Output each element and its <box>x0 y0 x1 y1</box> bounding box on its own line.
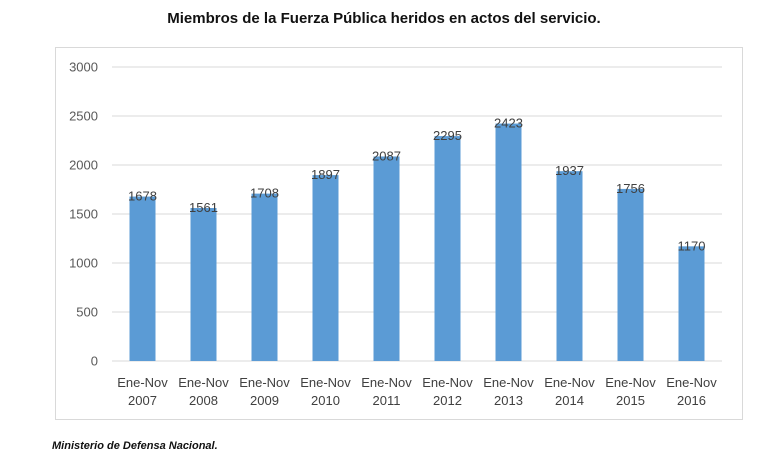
x-tick-label-year: 2013 <box>494 393 523 408</box>
x-tick-label: Ene-Nov <box>117 375 168 390</box>
bar <box>129 196 156 361</box>
x-tick-label-year: 2008 <box>189 393 218 408</box>
x-tick-label-year: 2007 <box>128 393 157 408</box>
chart-title: Miembros de la Fuerza Pública heridos en… <box>167 10 601 27</box>
x-tick-label-year: 2012 <box>433 393 462 408</box>
x-tick-label: Ene-Nov <box>422 375 473 390</box>
x-tick-label: Ene-Nov <box>361 375 412 390</box>
y-tick-label: 2500 <box>69 109 98 124</box>
x-tick-label: Ene-Nov <box>605 375 656 390</box>
x-tick-label-year: 2015 <box>616 393 645 408</box>
y-tick-label: 1000 <box>69 256 98 271</box>
x-tick-label-year: 2014 <box>555 393 584 408</box>
y-tick-label: 1500 <box>69 207 98 222</box>
data-label: 2423 <box>494 116 523 131</box>
bar <box>312 175 339 361</box>
x-tick-label-year: 2011 <box>373 393 401 408</box>
bar <box>190 208 217 361</box>
bar <box>251 193 278 361</box>
y-tick-label: 3000 <box>69 60 98 75</box>
x-tick-label: Ene-Nov <box>544 375 595 390</box>
bar <box>373 156 400 361</box>
bar <box>556 171 583 361</box>
x-tick-label: Ene-Nov <box>666 375 717 390</box>
x-tick-label: Ene-Nov <box>483 375 534 390</box>
y-tick-label: 0 <box>91 354 98 369</box>
x-tick-label-year: 2016 <box>677 393 706 408</box>
x-tick-label: Ene-Nov <box>300 375 351 390</box>
data-label: 2087 <box>372 148 401 163</box>
source-note: Ministerio de Defensa Nacional. <box>52 440 218 452</box>
data-label: 1897 <box>311 167 340 182</box>
data-label: 1708 <box>250 186 279 201</box>
bar <box>434 136 461 361</box>
x-tick-label-year: 2009 <box>250 393 279 408</box>
x-tick-label: Ene-Nov <box>239 375 290 390</box>
y-tick-label: 2000 <box>69 158 98 173</box>
data-label: 1678 <box>128 189 157 204</box>
data-label: 1937 <box>555 163 584 178</box>
bar <box>617 188 644 361</box>
data-label: 2295 <box>433 128 462 143</box>
x-tick-label-year: 2010 <box>311 393 340 408</box>
data-label: 1561 <box>189 200 218 215</box>
data-label: 1756 <box>616 181 645 196</box>
y-tick-label: 500 <box>76 305 98 320</box>
data-label: 1170 <box>678 238 706 253</box>
bar <box>678 246 705 361</box>
bar <box>495 123 522 362</box>
x-tick-label: Ene-Nov <box>178 375 229 390</box>
